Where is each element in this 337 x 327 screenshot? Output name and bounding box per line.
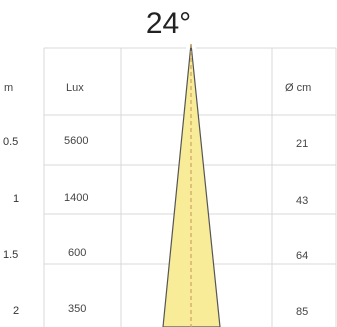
row-lux: 350 (68, 303, 87, 315)
row-lux: 1400 (64, 192, 89, 204)
row-distance: 1 (13, 193, 20, 205)
beam-angle-title: 24° (145, 7, 192, 40)
row-lux: 600 (68, 247, 87, 259)
header-lux: Lux (66, 82, 84, 94)
row-distance: 1.5 (3, 249, 19, 261)
row-distance: 2 (13, 305, 20, 317)
row-diameter: 43 (296, 195, 309, 207)
row-diameter: 64 (296, 250, 309, 262)
row-lux: 5600 (64, 135, 89, 147)
row-distance: 0.5 (3, 136, 19, 148)
row-diameter: 21 (296, 138, 309, 150)
row-diameter: 85 (296, 306, 309, 318)
header-distance: m (4, 82, 14, 94)
header-diameter: Ø cm (285, 82, 312, 94)
